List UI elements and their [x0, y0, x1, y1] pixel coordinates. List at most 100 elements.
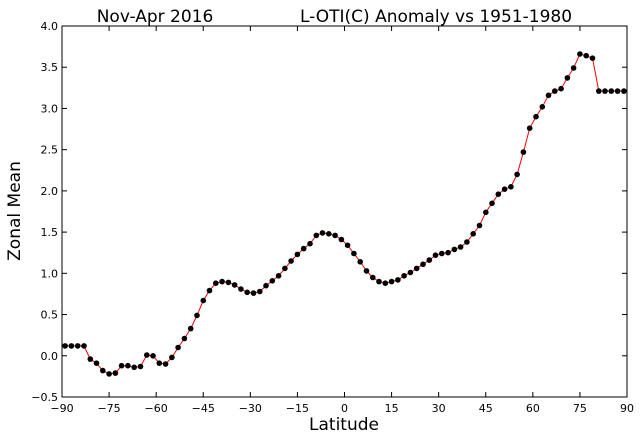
- data-point: [282, 265, 288, 272]
- data-point: [464, 239, 470, 245]
- data-point: [401, 273, 407, 279]
- data-point: [219, 278, 225, 285]
- data-point: [263, 282, 269, 289]
- y-axis-ticks: −0.5 0.0 0.5 1.0 1.5 2.0 2.5 3.0 3.5 4.0: [31, 20, 627, 404]
- data-point: [74, 343, 81, 349]
- y-tick-label: 4.0: [41, 20, 59, 33]
- x-tick-label: 75: [573, 402, 587, 415]
- x-tick-label: 15: [385, 402, 399, 415]
- data-point: [376, 278, 382, 285]
- data-point: [238, 286, 244, 292]
- chart-title-right: L-OTI(C) Anomaly vs 1951-1980: [300, 7, 572, 27]
- data-point: [175, 344, 181, 351]
- data-point: [187, 325, 194, 332]
- data-point: [539, 104, 546, 110]
- data-point: [589, 55, 596, 61]
- y-tick-label: 3.5: [41, 61, 59, 74]
- x-axis-ticks: −90 −75 −60 −45 −30 −15 0 15 30 45 60 75 90: [50, 26, 634, 415]
- data-point: [489, 200, 495, 207]
- x-axis-label: Latitude: [309, 415, 379, 435]
- data-point: [583, 52, 589, 59]
- data-point: [445, 249, 451, 256]
- data-point: [231, 282, 238, 288]
- data-point: [596, 88, 602, 94]
- data-point: [382, 280, 389, 287]
- data-point: [470, 231, 477, 237]
- data-point: [526, 125, 533, 131]
- data-point: [150, 353, 156, 359]
- data-point: [514, 171, 520, 178]
- data-point: [62, 343, 68, 349]
- data-point: [225, 279, 232, 286]
- data-point: [125, 362, 131, 369]
- x-tick-label: 90: [620, 402, 634, 415]
- data-point: [533, 113, 539, 120]
- data-point: [395, 277, 401, 283]
- data-point: [520, 149, 527, 155]
- data-point: [326, 231, 332, 237]
- data-point: [476, 222, 483, 229]
- x-tick-label: −30: [239, 402, 262, 415]
- data-point: [426, 257, 433, 263]
- data-point: [257, 288, 263, 295]
- x-tick-label: −60: [145, 402, 168, 415]
- y-tick-label: 0.0: [41, 350, 59, 363]
- data-point: [181, 335, 188, 342]
- data-point: [194, 312, 200, 319]
- data-series: [62, 51, 627, 377]
- y-tick-label: 2.0: [41, 185, 59, 198]
- data-point: [112, 370, 119, 376]
- data-point: [100, 367, 106, 374]
- data-point: [501, 186, 508, 192]
- data-point: [81, 343, 87, 349]
- data-point: [250, 290, 257, 296]
- data-point: [338, 236, 345, 243]
- data-point: [608, 88, 615, 94]
- x-tick-label: −15: [286, 402, 309, 415]
- data-point: [313, 232, 320, 239]
- data-point: [420, 261, 426, 268]
- data-point: [162, 361, 169, 367]
- data-point: [614, 88, 621, 94]
- data-point: [344, 242, 351, 249]
- y-tick-label: 2.5: [41, 144, 59, 157]
- data-point: [332, 232, 338, 239]
- y-tick-label: 1.5: [41, 226, 59, 239]
- data-point: [552, 88, 558, 94]
- data-point: [407, 269, 414, 276]
- data-point: [137, 363, 144, 370]
- data-point: [144, 352, 150, 358]
- data-point: [483, 209, 489, 216]
- data-point: [93, 360, 100, 367]
- y-tick-label: 3.0: [41, 102, 59, 115]
- data-point: [363, 268, 370, 274]
- data-point: [388, 278, 395, 285]
- data-point: [508, 184, 514, 190]
- x-tick-label: −75: [97, 402, 120, 415]
- data-point: [68, 343, 75, 349]
- data-point: [370, 274, 376, 281]
- y-tick-label: 0.5: [41, 309, 59, 322]
- y-tick-label: 1.0: [41, 267, 59, 280]
- x-tick-label: −45: [192, 402, 215, 415]
- y-tick-label: −0.5: [31, 391, 58, 404]
- data-point: [495, 191, 502, 197]
- x-tick-label: 30: [432, 402, 446, 415]
- data-point: [269, 278, 276, 284]
- data-point: [602, 88, 608, 94]
- data-point: [413, 265, 420, 272]
- data-point: [244, 289, 250, 296]
- data-point: [87, 356, 94, 362]
- data-point: [351, 250, 357, 257]
- data-point: [545, 92, 552, 99]
- y-axis-label: Zonal Mean: [5, 161, 25, 261]
- data-point: [319, 230, 326, 236]
- data-point: [118, 362, 125, 369]
- series-line: [65, 53, 624, 375]
- data-point: [577, 51, 583, 57]
- x-tick-label: 60: [526, 402, 540, 415]
- data-point: [451, 246, 458, 253]
- data-point: [275, 273, 282, 279]
- x-tick-label: −90: [50, 402, 73, 415]
